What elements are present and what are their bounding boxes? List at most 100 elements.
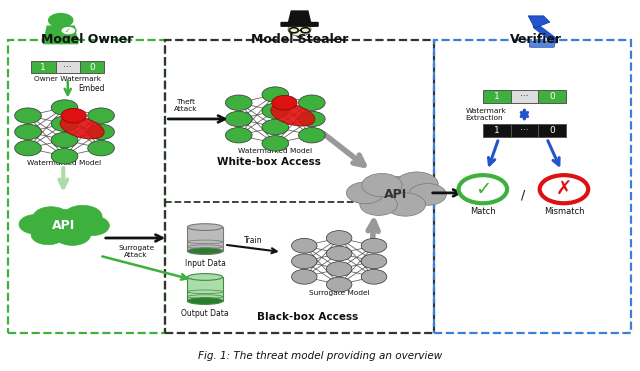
Circle shape [262, 87, 289, 102]
Circle shape [362, 269, 387, 284]
Circle shape [292, 239, 317, 253]
Circle shape [225, 95, 252, 111]
Text: Match: Match [470, 207, 495, 216]
Text: Verifier: Verifier [510, 33, 562, 46]
Circle shape [88, 124, 115, 139]
Circle shape [367, 177, 424, 209]
Text: Watermarked Model: Watermarked Model [28, 160, 102, 166]
Text: 1: 1 [40, 63, 46, 72]
Circle shape [326, 231, 352, 245]
Circle shape [54, 224, 91, 245]
Text: Embed: Embed [79, 84, 105, 93]
Circle shape [76, 216, 109, 236]
Text: Input Data: Input Data [184, 259, 225, 268]
Circle shape [362, 254, 387, 269]
Text: ✓: ✓ [65, 28, 71, 34]
Text: Fig. 1: The threat model providing an overview: Fig. 1: The threat model providing an ov… [198, 351, 442, 361]
Polygon shape [43, 26, 79, 44]
FancyBboxPatch shape [538, 124, 566, 137]
Circle shape [15, 108, 42, 124]
Text: 1: 1 [494, 92, 500, 101]
FancyBboxPatch shape [31, 61, 56, 73]
Circle shape [362, 239, 387, 253]
Text: ✗: ✗ [556, 180, 572, 199]
Circle shape [48, 13, 74, 28]
Circle shape [346, 182, 384, 204]
FancyBboxPatch shape [538, 90, 566, 103]
Text: Black-box Access: Black-box Access [257, 312, 358, 322]
Text: 0: 0 [549, 92, 555, 101]
Circle shape [385, 193, 426, 216]
FancyBboxPatch shape [281, 23, 318, 26]
Circle shape [326, 277, 352, 292]
Ellipse shape [188, 224, 223, 230]
Text: Surrogate
Attack: Surrogate Attack [118, 244, 154, 257]
Ellipse shape [188, 248, 223, 255]
Text: Train: Train [244, 236, 262, 244]
FancyBboxPatch shape [483, 124, 511, 137]
Circle shape [292, 254, 317, 269]
Text: ···: ··· [63, 63, 72, 72]
Circle shape [88, 108, 115, 124]
Ellipse shape [188, 274, 223, 280]
Circle shape [51, 148, 78, 164]
Circle shape [326, 246, 352, 261]
Circle shape [262, 103, 289, 119]
Circle shape [63, 205, 102, 228]
Circle shape [292, 269, 317, 284]
Circle shape [396, 172, 438, 197]
Text: Theft
Attack: Theft Attack [174, 99, 198, 112]
Text: Owner Watermark: Owner Watermark [35, 76, 101, 82]
Text: Model Owner: Model Owner [41, 33, 133, 46]
Circle shape [51, 132, 78, 148]
Ellipse shape [60, 117, 104, 139]
Circle shape [31, 225, 65, 245]
Text: Output Data: Output Data [181, 309, 229, 318]
Circle shape [362, 174, 402, 197]
Text: /: / [521, 188, 525, 201]
Text: 0: 0 [549, 126, 555, 135]
FancyBboxPatch shape [56, 61, 80, 73]
FancyBboxPatch shape [188, 277, 223, 301]
Text: Watermarked Model: Watermarked Model [238, 148, 312, 154]
Circle shape [409, 184, 446, 205]
Text: Model Stealer: Model Stealer [251, 33, 348, 46]
Text: ✓: ✓ [475, 180, 491, 199]
FancyBboxPatch shape [80, 61, 104, 73]
Polygon shape [528, 16, 550, 28]
Circle shape [61, 108, 86, 123]
Circle shape [33, 207, 69, 228]
Circle shape [51, 116, 78, 131]
Circle shape [61, 26, 76, 35]
Polygon shape [296, 36, 303, 39]
Circle shape [225, 111, 252, 127]
Text: ···: ··· [520, 92, 529, 101]
Text: 1: 1 [494, 126, 500, 135]
Circle shape [288, 23, 311, 36]
Circle shape [262, 136, 289, 151]
Ellipse shape [188, 298, 223, 304]
Text: API: API [52, 219, 75, 232]
Circle shape [326, 262, 352, 276]
Circle shape [540, 175, 588, 203]
FancyBboxPatch shape [529, 41, 554, 47]
Circle shape [88, 141, 115, 156]
Text: Surrogate Model: Surrogate Model [309, 290, 369, 296]
Text: 0: 0 [90, 63, 95, 72]
Ellipse shape [271, 104, 315, 126]
Text: ···: ··· [520, 126, 529, 135]
Circle shape [298, 95, 325, 111]
FancyBboxPatch shape [511, 124, 538, 137]
Circle shape [19, 214, 53, 234]
Text: White-box Access: White-box Access [217, 157, 321, 167]
FancyBboxPatch shape [188, 227, 223, 251]
Circle shape [38, 210, 89, 239]
Polygon shape [288, 11, 311, 24]
Circle shape [51, 100, 78, 115]
Circle shape [262, 119, 289, 135]
Circle shape [272, 95, 297, 110]
Circle shape [360, 194, 397, 216]
Circle shape [459, 175, 507, 203]
Circle shape [225, 128, 252, 143]
Circle shape [15, 124, 42, 139]
